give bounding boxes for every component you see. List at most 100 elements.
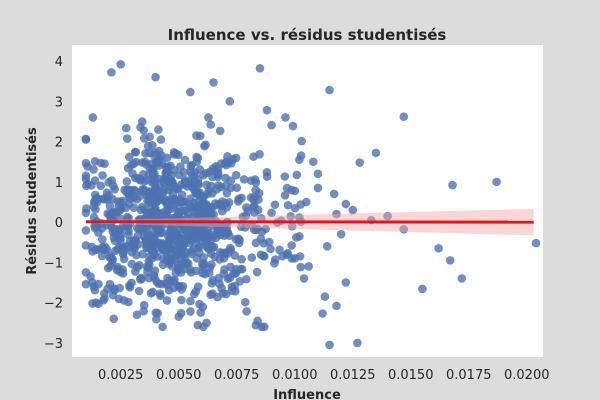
data-point: [215, 199, 224, 209]
data-point: [190, 168, 200, 177]
y-tick-label: −2: [44, 297, 63, 312]
data-point: [182, 258, 191, 268]
data-point: [88, 113, 98, 122]
data-point: [153, 308, 163, 318]
x-axis-label: Influence: [273, 388, 341, 400]
data-point: [172, 227, 182, 237]
data-point: [243, 206, 252, 216]
data-point: [122, 188, 131, 197]
data-point: [283, 200, 293, 210]
data-point: [91, 245, 101, 255]
data-point: [332, 209, 341, 219]
data-point: [206, 120, 215, 129]
data-point: [231, 170, 241, 180]
data-point: [163, 162, 173, 171]
data-point: [116, 226, 125, 235]
data-point: [288, 121, 298, 131]
y-tick-label: 3: [55, 95, 63, 110]
data-point: [325, 85, 334, 95]
data-point: [186, 296, 195, 306]
data-point: [105, 201, 115, 211]
data-point: [143, 141, 153, 151]
data-point: [94, 299, 103, 309]
data-point: [215, 126, 225, 136]
data-point: [142, 175, 152, 185]
data-point: [221, 181, 231, 191]
data-point: [119, 196, 128, 206]
data-point: [110, 185, 119, 194]
data-point: [320, 292, 330, 301]
data-point: [81, 208, 91, 218]
data-point: [242, 307, 251, 316]
data-point: [434, 244, 443, 253]
data-point: [399, 225, 409, 234]
data-point: [166, 234, 176, 244]
x-tick-label: 0.0050: [156, 368, 202, 383]
data-point: [104, 191, 114, 200]
data-point: [201, 140, 210, 150]
data-point: [141, 160, 151, 169]
data-point: [249, 195, 258, 204]
data-point: [122, 134, 132, 143]
x-tick-label: 0.0125: [330, 368, 376, 383]
data-point: [249, 201, 259, 211]
data-point: [96, 181, 105, 191]
data-point: [116, 60, 126, 69]
data-point: [141, 149, 150, 158]
data-point: [296, 262, 306, 272]
data-point: [144, 198, 154, 207]
data-point: [151, 72, 160, 82]
data-point: [353, 338, 362, 348]
data-point: [309, 157, 318, 167]
data-point: [130, 243, 140, 253]
data-point: [225, 97, 235, 106]
data-point: [186, 307, 195, 316]
data-point: [225, 273, 235, 283]
data-point: [131, 157, 141, 167]
data-point: [81, 226, 91, 235]
data-point: [200, 223, 209, 233]
data-point: [195, 201, 204, 211]
data-point: [164, 285, 174, 295]
data-point: [217, 283, 226, 293]
y-tick-label: 1: [55, 176, 63, 191]
data-point: [158, 254, 168, 264]
data-point: [154, 161, 164, 170]
data-point: [124, 297, 133, 307]
data-point: [176, 180, 186, 190]
data-point: [219, 221, 229, 231]
data-point: [262, 167, 272, 177]
data-point: [290, 203, 300, 213]
data-point: [181, 248, 191, 257]
data-point: [131, 147, 140, 157]
x-tick-label: 0.0150: [388, 368, 434, 383]
data-point: [287, 241, 296, 250]
data-point: [264, 237, 274, 247]
data-point: [207, 279, 217, 288]
data-point: [193, 282, 203, 292]
data-point: [161, 211, 170, 220]
data-point: [97, 224, 107, 233]
data-point: [234, 197, 243, 206]
data-point: [297, 136, 307, 146]
data-point: [206, 290, 215, 300]
data-point: [116, 267, 125, 277]
data-point: [250, 175, 260, 184]
data-point: [107, 68, 116, 77]
data-point: [110, 236, 120, 246]
data-point: [205, 263, 215, 273]
data-point: [287, 222, 297, 231]
data-point: [158, 322, 167, 332]
chart-title: Influence vs. résidus studentisés: [168, 26, 447, 44]
data-point: [259, 322, 269, 332]
y-tick-label: −3: [44, 337, 63, 352]
data-point: [159, 245, 168, 255]
data-point: [174, 282, 183, 291]
data-point: [218, 206, 227, 216]
data-point: [81, 158, 91, 168]
data-point: [341, 199, 351, 209]
data-point: [266, 244, 275, 254]
data-point: [318, 309, 327, 318]
data-point: [154, 279, 163, 288]
